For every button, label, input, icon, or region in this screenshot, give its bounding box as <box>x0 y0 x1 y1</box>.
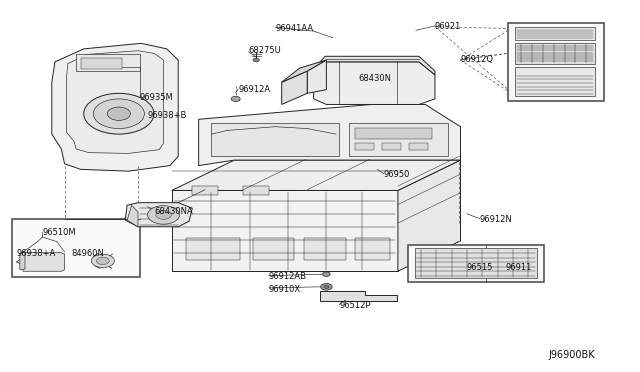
Circle shape <box>323 272 330 276</box>
Circle shape <box>324 285 329 288</box>
Polygon shape <box>312 56 435 75</box>
Bar <box>349 123 448 156</box>
Polygon shape <box>282 60 326 82</box>
Text: 96912AB: 96912AB <box>269 272 307 281</box>
Text: 96912N: 96912N <box>479 215 513 224</box>
Polygon shape <box>415 248 537 278</box>
Circle shape <box>93 99 145 129</box>
Polygon shape <box>198 105 461 166</box>
Bar <box>355 143 374 150</box>
Circle shape <box>84 93 154 134</box>
Bar <box>81 58 122 69</box>
Polygon shape <box>398 160 461 271</box>
Text: 96921: 96921 <box>435 22 461 31</box>
Text: 84960N: 84960N <box>71 249 104 258</box>
Bar <box>211 123 339 156</box>
Polygon shape <box>172 160 461 190</box>
Circle shape <box>97 257 109 264</box>
Text: 68275U: 68275U <box>248 46 281 55</box>
Bar <box>192 186 218 195</box>
Bar <box>186 238 240 260</box>
Polygon shape <box>125 203 192 227</box>
Bar <box>76 54 140 71</box>
Circle shape <box>253 58 259 62</box>
Circle shape <box>108 107 131 121</box>
Polygon shape <box>515 67 595 96</box>
Bar <box>409 143 428 150</box>
Polygon shape <box>20 252 25 270</box>
Polygon shape <box>23 253 65 271</box>
Bar <box>508 23 604 101</box>
Text: 96911: 96911 <box>505 263 532 272</box>
Text: 96912Q: 96912Q <box>461 55 493 64</box>
Bar <box>253 238 294 260</box>
Polygon shape <box>52 43 178 171</box>
Polygon shape <box>515 27 595 39</box>
Bar <box>355 238 390 260</box>
Text: 96512P: 96512P <box>339 301 371 310</box>
Polygon shape <box>67 51 164 153</box>
Text: 96515: 96515 <box>467 263 493 272</box>
Bar <box>382 143 401 150</box>
Text: 68430N: 68430N <box>358 74 391 83</box>
Polygon shape <box>307 60 326 93</box>
Text: 96938+B: 96938+B <box>148 111 187 120</box>
Text: 96950: 96950 <box>384 170 410 179</box>
Polygon shape <box>282 71 307 105</box>
Text: 96935M: 96935M <box>140 93 173 102</box>
Text: 96912A: 96912A <box>238 85 270 94</box>
Text: 96510M: 96510M <box>42 228 76 237</box>
Bar <box>243 186 269 195</box>
Bar <box>408 244 543 282</box>
Polygon shape <box>320 291 397 301</box>
Text: 68430NA: 68430NA <box>154 208 193 217</box>
Text: J96900BK: J96900BK <box>548 350 595 360</box>
Circle shape <box>321 283 332 290</box>
Polygon shape <box>172 190 398 271</box>
Polygon shape <box>515 43 595 64</box>
Circle shape <box>156 211 172 219</box>
Bar <box>304 238 346 260</box>
Circle shape <box>148 206 179 224</box>
Circle shape <box>92 254 115 267</box>
Bar <box>355 128 432 138</box>
Bar <box>12 219 140 277</box>
Text: 96938+A: 96938+A <box>17 249 56 258</box>
Polygon shape <box>314 62 435 105</box>
Text: 96910X: 96910X <box>269 285 301 294</box>
Circle shape <box>231 96 240 102</box>
Text: 96941AA: 96941AA <box>275 24 314 33</box>
Polygon shape <box>127 205 138 227</box>
